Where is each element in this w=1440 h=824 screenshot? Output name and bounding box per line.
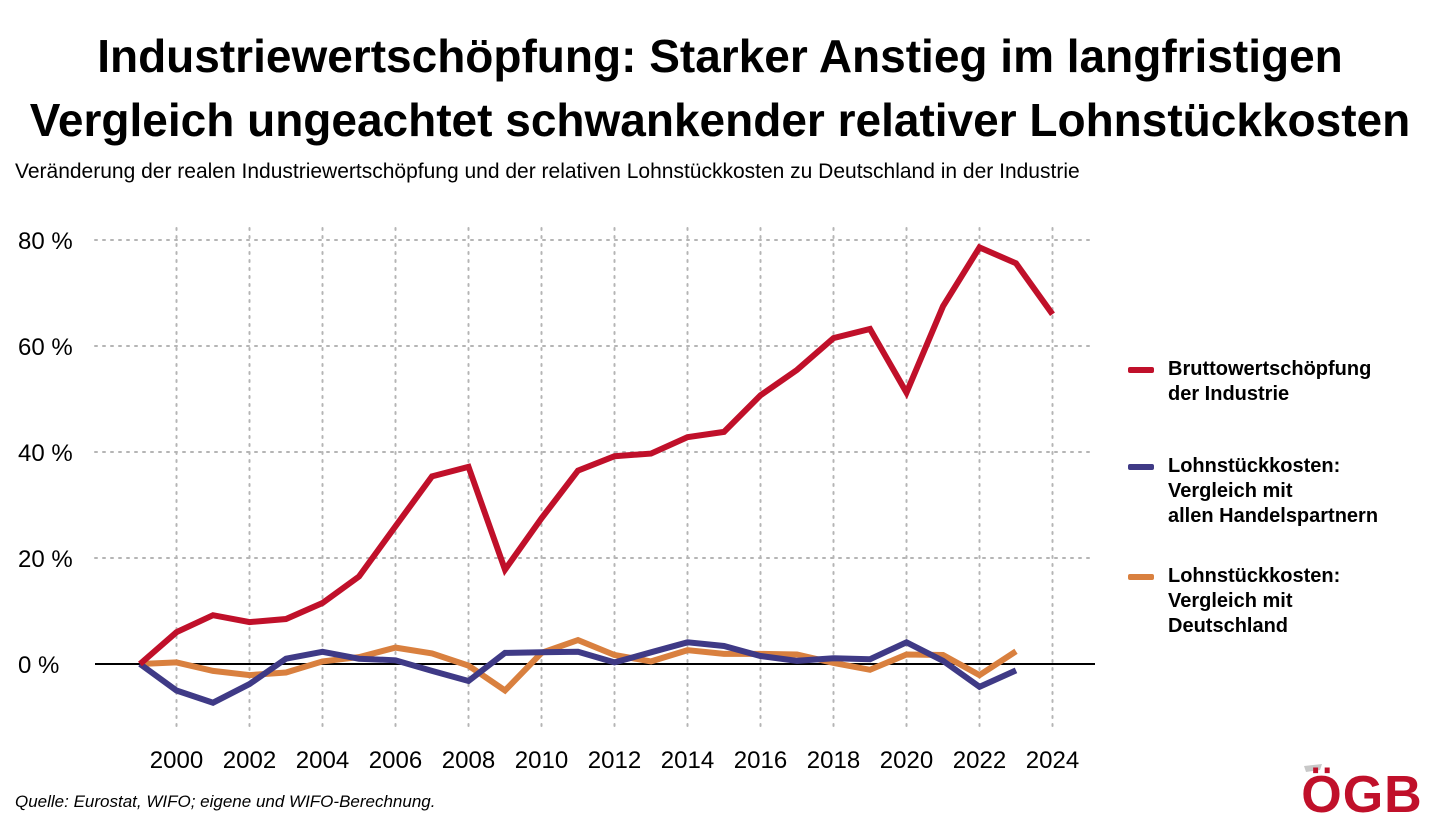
y-tick-label: 0 %: [18, 652, 59, 679]
y-tick-label: 20 %: [18, 546, 73, 573]
source-note: Quelle: Eurostat, WIFO; eigene und WIFO-…: [15, 792, 436, 811]
series-lines: [138, 243, 1055, 706]
axes: 0 % 20 % 40 % 60 % 80 % 2000 2002 2004 2006 2008 2…: [18, 228, 1095, 774]
x-tick-label: 2024: [1026, 747, 1079, 774]
logo-wordmark: ÖGB: [1301, 766, 1422, 820]
chart-title-line-2: Vergleich ungeachtet schwankender relati…: [29, 94, 1411, 146]
chart-subtitle: Veränderung der realen Industriewertschö…: [15, 160, 1080, 183]
legend-swatch-wertschoepfung: [1128, 367, 1154, 373]
logo-accent-icon: [1304, 764, 1322, 772]
x-tick-label: 2000: [150, 747, 203, 774]
legend-label-wertschoepfung: Bruttowertschöpfung der Industrie: [1168, 358, 1372, 405]
x-tick-label: 2012: [588, 747, 641, 774]
y-tick-label: 60 %: [18, 334, 73, 361]
series-line-1: [138, 638, 1018, 706]
x-tick-label: 2018: [807, 747, 860, 774]
series-line-0: [138, 243, 1055, 667]
x-tick-label: 2008: [442, 747, 495, 774]
oegb-logo: ÖGB: [1301, 764, 1422, 820]
legend-label-handelspartner: Lohnstückkosten: Vergleich mit allen Han…: [1168, 455, 1379, 527]
x-tick-label: 2004: [296, 747, 349, 774]
legend-swatch-deutschland: [1128, 574, 1154, 580]
chart-title-line-1: Industriewertschöpfung: Starker Anstieg …: [97, 30, 1343, 82]
legend-label-deutschland: Lohnstückkosten: Vergleich mit Deutschla…: [1168, 565, 1341, 637]
x-tick-label: 2006: [369, 747, 422, 774]
x-tick-label: 2014: [661, 747, 714, 774]
y-tick-label: 80 %: [18, 228, 73, 255]
x-tick-label: 2020: [880, 747, 933, 774]
series-line-2: [139, 636, 1018, 695]
legend-swatch-handelspartner: [1128, 464, 1154, 470]
x-tick-label: 2022: [953, 747, 1006, 774]
y-tick-label: 40 %: [18, 440, 73, 467]
x-tick-label: 2016: [734, 747, 787, 774]
x-tick-label: 2002: [223, 747, 276, 774]
x-tick-label: 2010: [515, 747, 568, 774]
